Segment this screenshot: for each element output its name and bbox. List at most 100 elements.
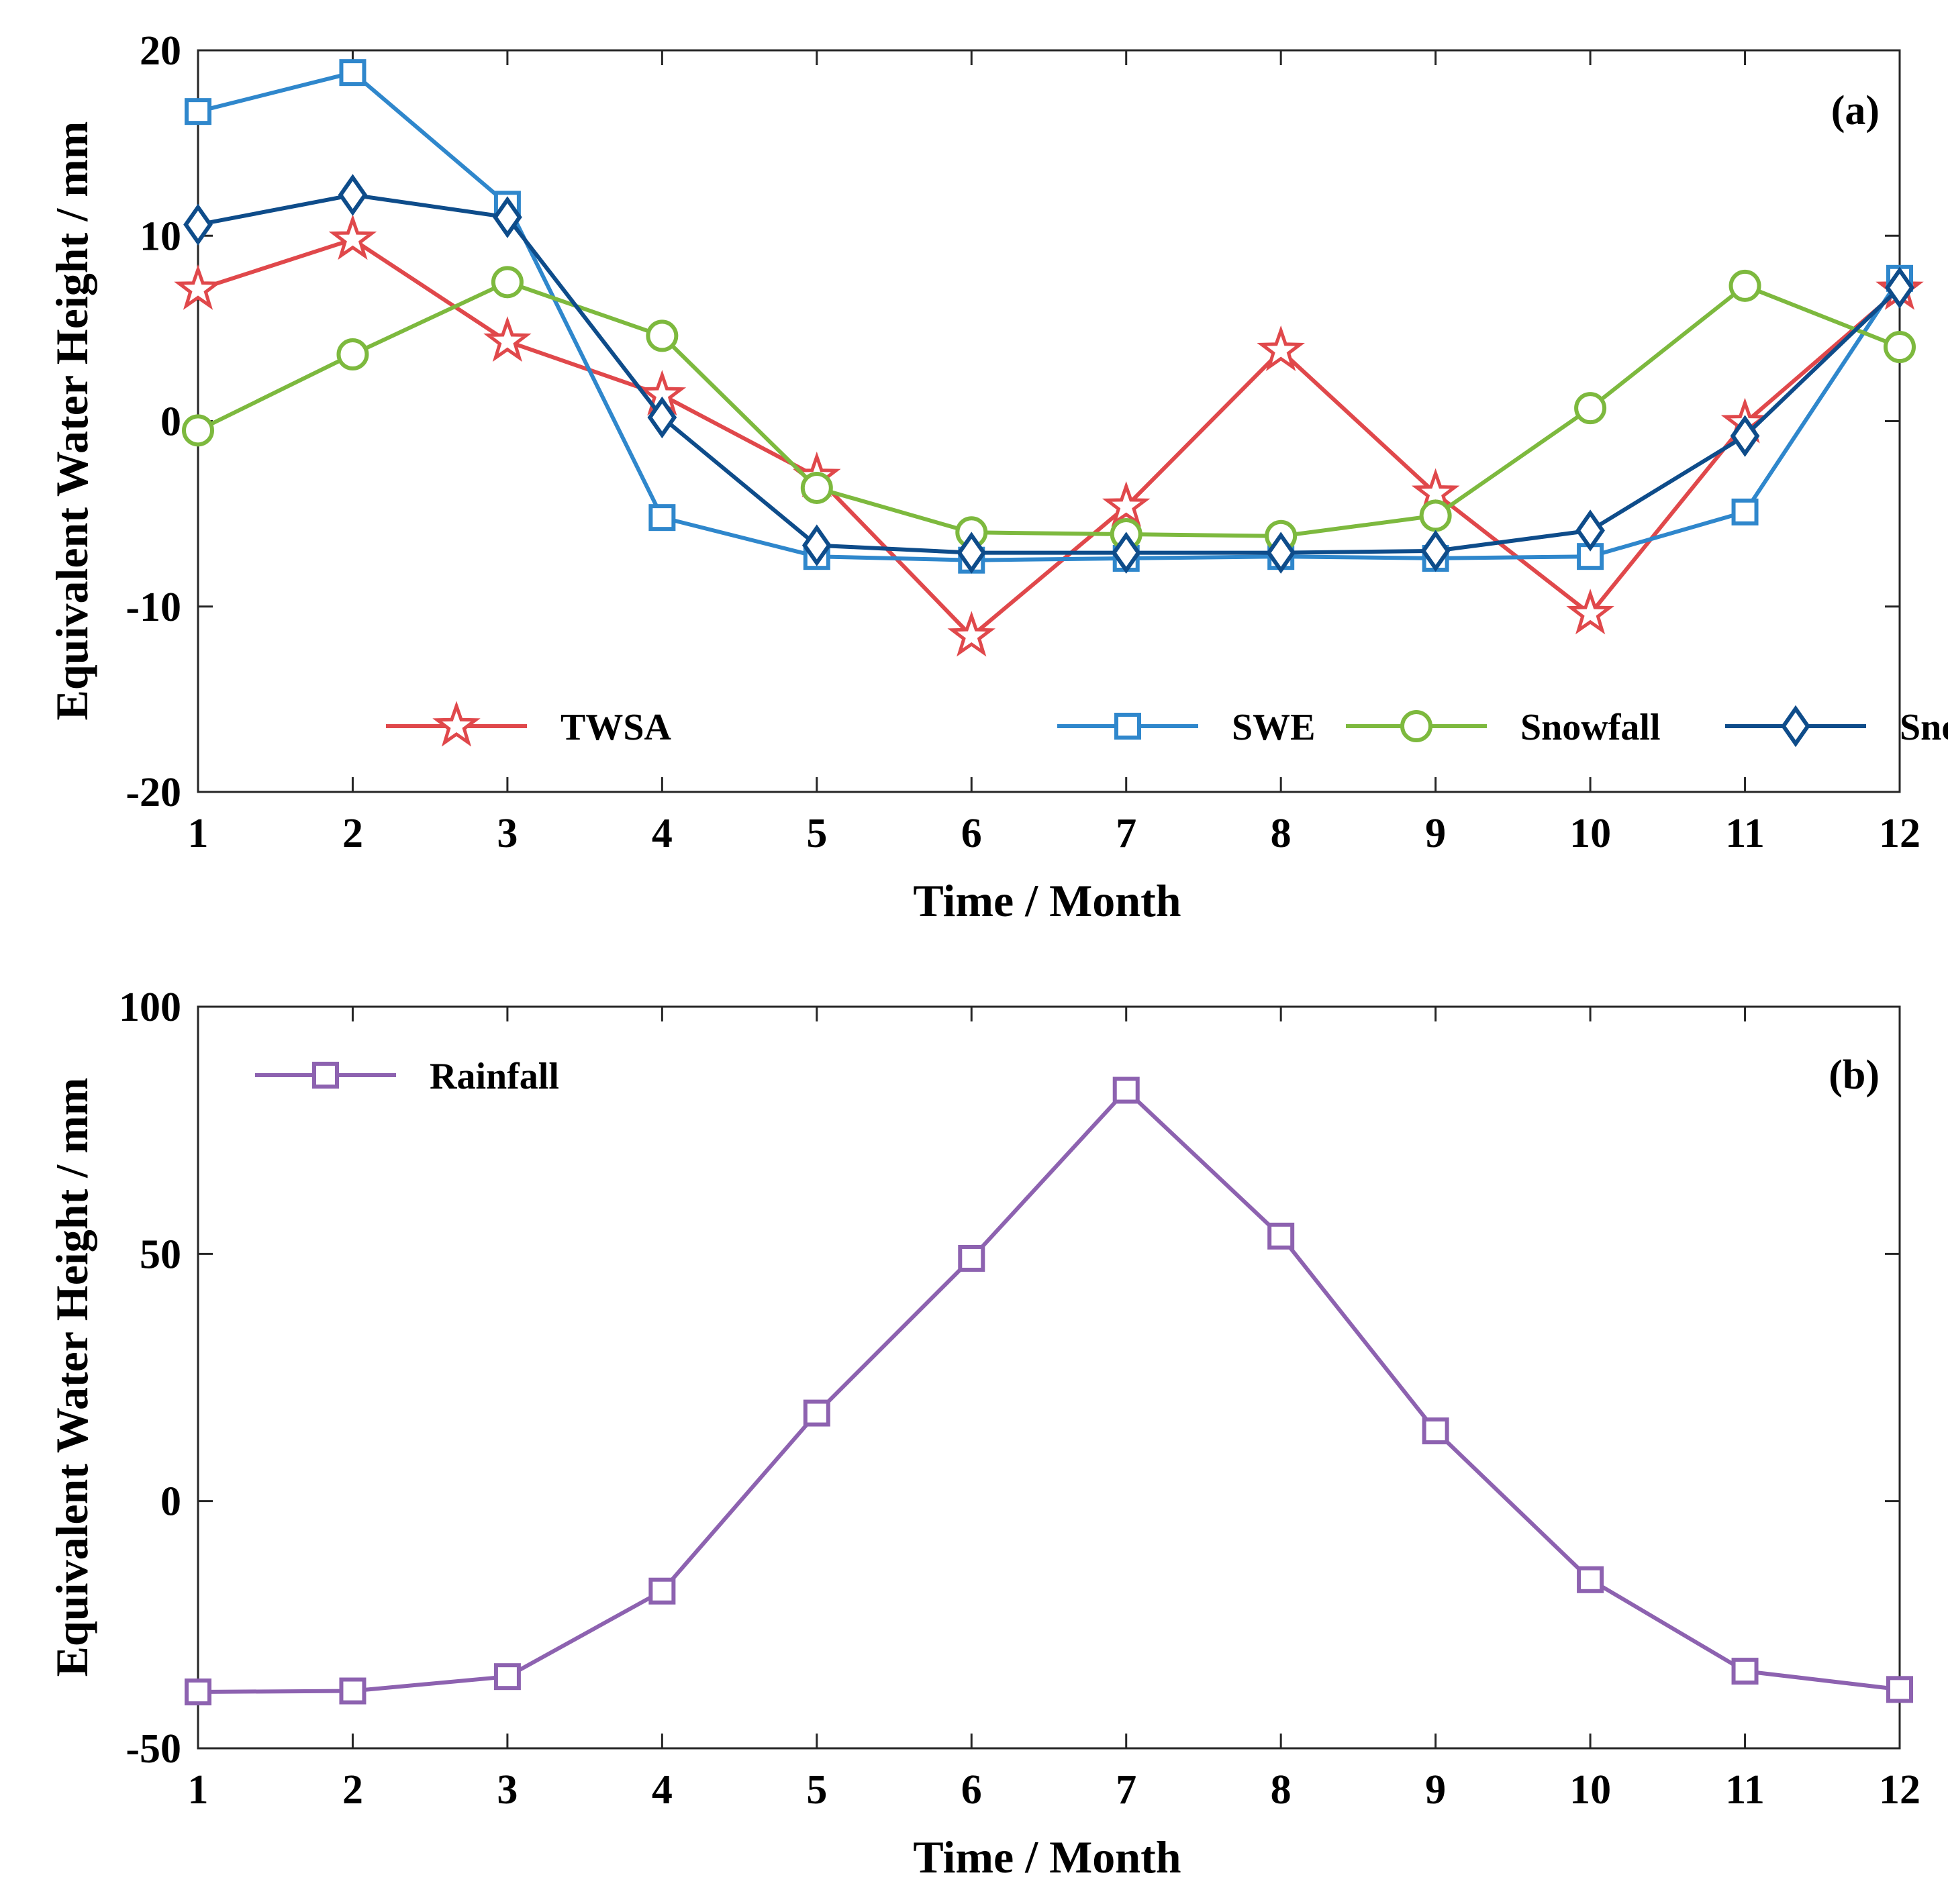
y-tick-label: 0 [160, 399, 181, 445]
data-point [646, 319, 679, 352]
data-point [336, 338, 369, 371]
plot-frame-b [197, 1005, 1901, 1750]
data-point [493, 1663, 521, 1691]
data-point [957, 532, 987, 574]
data-point [1886, 1676, 1913, 1703]
legend-label: SWE [1232, 707, 1316, 748]
x-tick-label: 3 [497, 1767, 518, 1813]
x-tick-label: 12 [1879, 811, 1920, 856]
data-point [1566, 589, 1614, 635]
legend-b: Rainfall [255, 1056, 559, 1097]
y-axis-label-b: Equivalent Water Height / mm [46, 1078, 97, 1677]
x-tick-label: 2 [342, 1767, 363, 1813]
data-point [801, 524, 832, 566]
data-point [1419, 499, 1452, 532]
data-point [493, 196, 522, 238]
data-point [1422, 1417, 1449, 1445]
legend-item: Rainfall [255, 1056, 559, 1097]
data-point [182, 414, 214, 447]
x-tick-label: 8 [1271, 811, 1292, 856]
x-tick-label: 7 [1116, 1767, 1136, 1813]
x-tick-label: 9 [1425, 1767, 1446, 1813]
data-point [339, 1677, 367, 1705]
data-point [1731, 1658, 1759, 1685]
data-point [1885, 266, 1914, 309]
data-point [1267, 1222, 1295, 1250]
data-point [1577, 1566, 1604, 1593]
data-point [1884, 331, 1916, 363]
legend-swatch-marker [1400, 710, 1432, 742]
data-point [185, 1678, 211, 1706]
series-line [197, 1088, 1900, 1694]
data-point [648, 504, 676, 532]
x-tick-label: 10 [1569, 1767, 1611, 1813]
data-point [339, 59, 367, 87]
x-tick-label: 2 [342, 811, 363, 856]
y-tick-label: 10 [140, 213, 181, 259]
x-axis-label-a: Time / Month [913, 875, 1181, 926]
legend-swatch-marker [1114, 713, 1141, 740]
data-point [803, 1399, 830, 1427]
legend-item: TWSA [386, 701, 671, 748]
series-snow-depth [183, 174, 1914, 574]
legend-swatch-marker [432, 701, 481, 747]
x-tick-label: 1 [188, 1767, 209, 1813]
series-line [197, 280, 1901, 538]
x-tick-label: 5 [806, 1767, 827, 1813]
x-axis-label-b: Time / Month [913, 1832, 1181, 1883]
data-point [1574, 392, 1607, 425]
y-tick-label: -20 [126, 770, 181, 815]
x-tick-label: 6 [961, 811, 982, 856]
legend-label: Snowfall [1520, 707, 1661, 748]
data-point [1266, 532, 1296, 574]
x-tick-label: 8 [1271, 1767, 1292, 1813]
series-line [197, 70, 1902, 562]
series-line [197, 193, 1902, 555]
series-line [197, 237, 1901, 638]
y-tick-label: 0 [160, 1479, 181, 1525]
panel-label-b: (b) [1829, 1052, 1880, 1098]
data-point [491, 266, 524, 299]
y-axis-label-a: Equivalent Water Height / mm [46, 121, 97, 721]
legend-label: TWSA [561, 707, 671, 748]
y-tick-label: -50 [126, 1726, 181, 1772]
data-point [1728, 269, 1761, 302]
x-tick-label: 5 [806, 811, 827, 856]
legend-a: TWSA SWE Snowfall Snow depth [386, 701, 1948, 748]
data-point [1731, 498, 1759, 525]
y-tick-label: 100 [119, 985, 181, 1030]
y-tick-label: 20 [140, 28, 181, 74]
x-tick-label: 6 [961, 1767, 982, 1813]
x-tick-label: 3 [497, 811, 518, 856]
x-tick-label: 1 [188, 811, 209, 856]
data-point [1112, 1076, 1140, 1104]
data-point [800, 471, 833, 504]
x-tick-label: 4 [652, 811, 673, 856]
legend-item: Snowfall [1346, 707, 1661, 748]
legend-item: Snow depth [1725, 705, 1948, 748]
data-point [1730, 415, 1760, 457]
data-point [328, 214, 377, 260]
data-point [183, 203, 213, 246]
x-tick-label: 9 [1425, 811, 1446, 856]
x-tick-label: 10 [1569, 811, 1611, 856]
x-tick-label: 7 [1116, 811, 1136, 856]
data-point [1102, 481, 1151, 527]
data-point [958, 1244, 985, 1272]
y-tick-label: 50 [140, 1232, 181, 1277]
x-tick-label: 12 [1879, 1767, 1920, 1813]
data-point [1111, 532, 1141, 574]
data-point [1420, 530, 1451, 572]
x-tick-label: 11 [1725, 811, 1765, 856]
series-layer-a [174, 59, 1924, 657]
y-tick-label: -10 [126, 585, 181, 630]
data-point [648, 1577, 676, 1605]
data-point [174, 264, 222, 310]
legend-swatch-marker [312, 1062, 339, 1089]
series-rainfall [185, 1076, 1913, 1706]
